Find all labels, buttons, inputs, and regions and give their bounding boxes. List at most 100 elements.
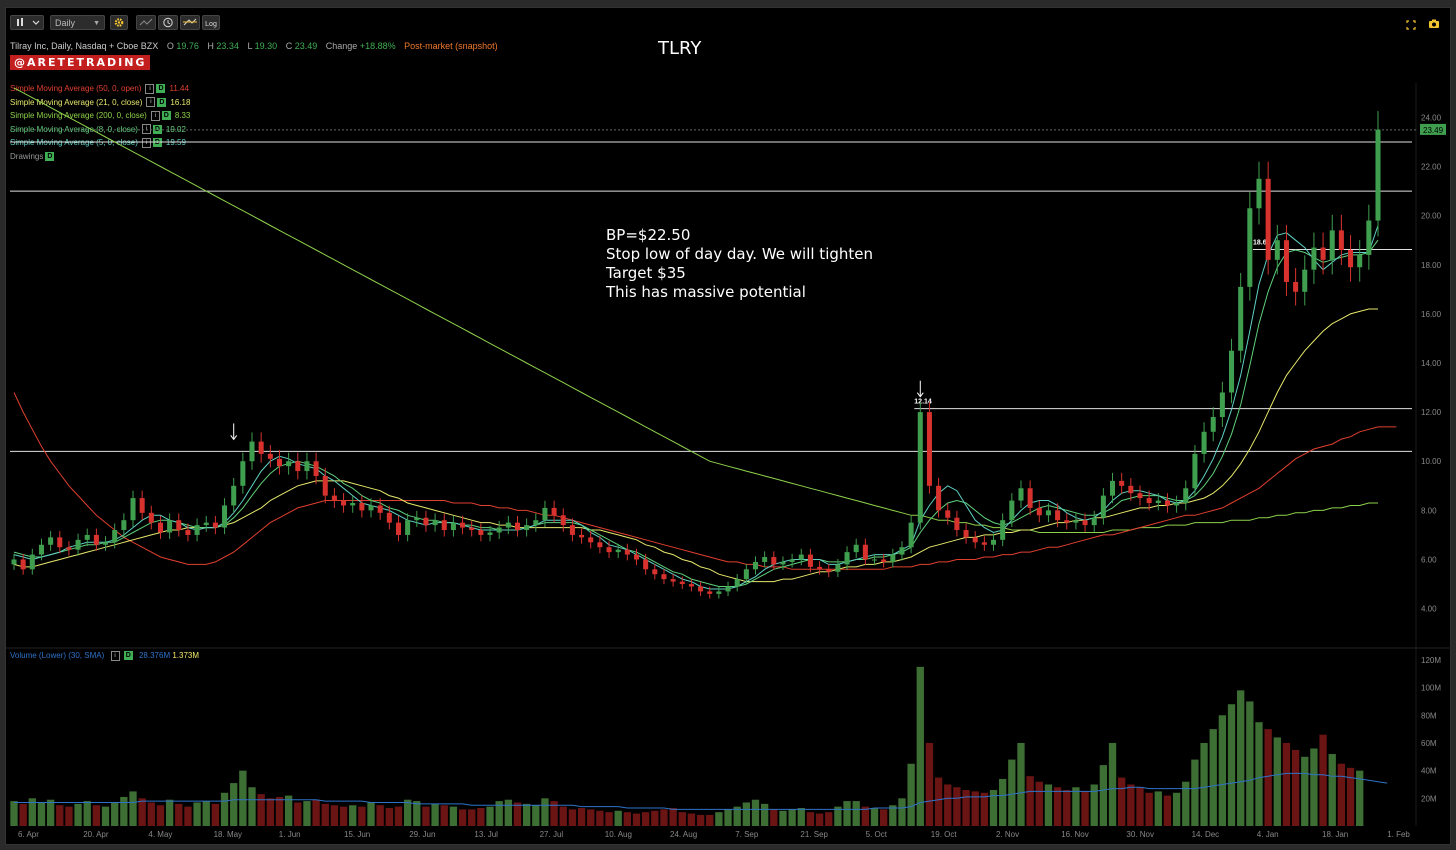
candle[interactable] <box>1265 178 1271 260</box>
candle[interactable] <box>1036 507 1042 516</box>
candle[interactable] <box>652 569 658 575</box>
volume-bar[interactable] <box>696 814 705 826</box>
candle[interactable] <box>460 522 466 528</box>
candle[interactable] <box>359 503 365 511</box>
volume-bar[interactable] <box>669 808 677 826</box>
candle[interactable] <box>1311 247 1317 270</box>
volume-bar[interactable] <box>678 812 686 826</box>
candle[interactable] <box>844 552 850 565</box>
volume-bar[interactable] <box>999 778 1007 826</box>
volume-bar[interactable] <box>1108 742 1117 826</box>
candle[interactable] <box>66 547 72 550</box>
volume-bar[interactable] <box>870 808 879 826</box>
volume-bar[interactable] <box>101 806 110 826</box>
volume-bar[interactable] <box>504 799 512 826</box>
candle[interactable] <box>826 569 832 572</box>
log-scale-button[interactable]: Log <box>202 15 220 30</box>
candle[interactable] <box>1302 269 1308 292</box>
volume-bar[interactable] <box>1017 742 1025 826</box>
candle[interactable] <box>1082 520 1088 526</box>
volume-bar[interactable] <box>211 803 220 826</box>
volume-bar[interactable] <box>513 802 522 826</box>
candle[interactable] <box>579 534 585 538</box>
candle[interactable] <box>1146 498 1152 503</box>
volume-bar[interactable] <box>587 809 595 826</box>
candle[interactable] <box>1192 453 1198 489</box>
candle[interactable] <box>881 559 887 562</box>
volume-bar[interactable] <box>1081 791 1089 826</box>
candle[interactable] <box>240 461 246 486</box>
volume-bar[interactable] <box>83 801 91 826</box>
candle[interactable] <box>643 559 649 570</box>
candle[interactable] <box>688 584 694 587</box>
candle[interactable] <box>1055 510 1061 521</box>
volume-bar[interactable] <box>403 799 412 826</box>
candle[interactable] <box>1201 431 1207 454</box>
candle[interactable] <box>267 453 273 459</box>
candle[interactable] <box>725 586 731 592</box>
volume-bar[interactable] <box>449 806 458 826</box>
volume-bar[interactable] <box>349 805 357 826</box>
volume-bar[interactable] <box>303 801 311 826</box>
candle[interactable] <box>203 522 209 526</box>
candle[interactable] <box>405 520 411 535</box>
volume-bar[interactable] <box>239 770 247 826</box>
info-icon[interactable]: i <box>150 110 160 121</box>
candle[interactable] <box>505 522 511 528</box>
candle[interactable] <box>1155 500 1161 503</box>
candle[interactable] <box>276 458 282 467</box>
volume-bar[interactable] <box>1218 715 1227 826</box>
candle[interactable] <box>698 586 704 592</box>
volume-bar[interactable] <box>1008 759 1016 826</box>
candle[interactable] <box>38 544 44 555</box>
volume-bar[interactable] <box>806 812 815 826</box>
d-badge[interactable]: D <box>45 151 55 161</box>
volume-bar[interactable] <box>330 805 339 826</box>
candle[interactable] <box>707 591 713 594</box>
candle[interactable] <box>1238 286 1244 351</box>
volume-bar[interactable] <box>1337 763 1346 826</box>
candle[interactable] <box>1183 488 1189 503</box>
d-badge[interactable]: D <box>161 111 171 121</box>
candle[interactable] <box>990 539 997 545</box>
candle[interactable] <box>20 559 26 570</box>
volume-bar[interactable] <box>367 802 375 826</box>
volume-bar[interactable] <box>422 806 430 826</box>
volume-bar[interactable] <box>770 809 778 826</box>
candle[interactable] <box>341 500 347 506</box>
volume-bar[interactable] <box>431 803 439 826</box>
candle[interactable] <box>487 532 493 535</box>
candle[interactable] <box>569 525 575 535</box>
volume-bar[interactable] <box>568 809 577 826</box>
candle[interactable] <box>1247 208 1253 287</box>
volume-bar[interactable] <box>1346 767 1355 826</box>
candle[interactable] <box>414 517 420 521</box>
candle[interactable] <box>93 534 99 545</box>
volume-bar[interactable] <box>193 802 201 826</box>
volume-bar[interactable] <box>92 805 101 826</box>
volume-bar[interactable] <box>1053 787 1062 826</box>
candle[interactable] <box>331 495 337 501</box>
candle[interactable] <box>817 566 823 570</box>
candle[interactable] <box>936 485 942 511</box>
volume-bar[interactable] <box>257 794 265 826</box>
volume-bar[interactable] <box>1264 729 1272 826</box>
candle[interactable] <box>743 569 749 580</box>
candle[interactable] <box>1329 230 1335 260</box>
candle[interactable] <box>917 412 923 523</box>
volume-bar[interactable] <box>898 798 906 826</box>
candle[interactable] <box>167 520 173 533</box>
candle[interactable] <box>1064 520 1070 523</box>
volume-bar[interactable] <box>413 801 421 826</box>
volume-bar[interactable] <box>925 742 934 826</box>
volume-bar[interactable] <box>56 805 64 826</box>
candle[interactable] <box>615 549 621 553</box>
volume-bar[interactable] <box>284 795 293 826</box>
volume-bar[interactable] <box>495 801 503 826</box>
volume-bar[interactable] <box>1310 748 1318 826</box>
volume-bar[interactable] <box>147 802 155 826</box>
candle[interactable] <box>103 542 109 545</box>
volume-bar[interactable] <box>184 806 192 826</box>
candle[interactable] <box>1009 500 1015 521</box>
volume-bar[interactable] <box>1099 765 1108 826</box>
